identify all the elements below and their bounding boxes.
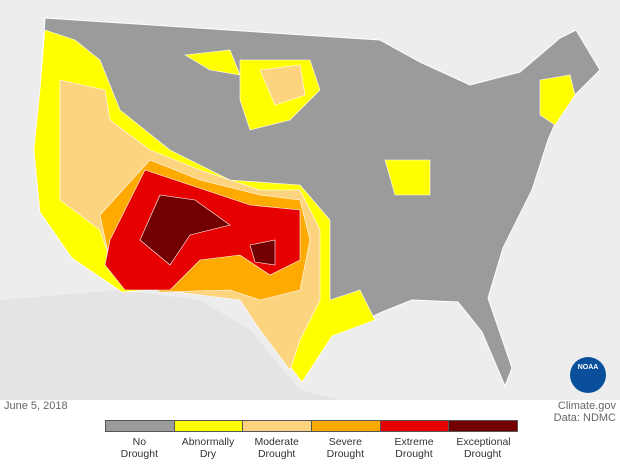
- logo-text: NOAA: [578, 364, 599, 371]
- drought-areas: [33, 29, 576, 383]
- legend-label: Abnormally Dry: [181, 436, 235, 460]
- logo-circle: [570, 357, 606, 393]
- mexico: [0, 290, 340, 400]
- legend-swatch: [311, 420, 381, 432]
- legend-swatch: [448, 420, 518, 432]
- legend-label: Moderate Drought: [254, 436, 299, 460]
- legend-swatch: [105, 420, 175, 432]
- legend-swatch: [173, 420, 244, 432]
- abnormally-dry: [384, 159, 431, 196]
- exceptional-drought: [249, 239, 276, 266]
- moderate-drought: [259, 64, 306, 106]
- exceptional-drought: [139, 194, 231, 266]
- date: June 5, 2018: [4, 400, 68, 412]
- legend: No Drought Abnormally Dry Moderate Drought…: [105, 420, 518, 464]
- legend-label: Exceptional Drought: [456, 436, 511, 460]
- legend-swatch: [379, 420, 450, 432]
- drought-map: NOAA: [0, 0, 620, 400]
- credit-data: Data: NDMC: [553, 412, 616, 424]
- legend-swatch: [242, 420, 312, 432]
- legend-label: No Drought: [120, 436, 158, 460]
- legend-label: Severe Drought: [326, 436, 364, 460]
- abnormally-dry: [539, 74, 576, 126]
- legend-label: Extreme Drought: [394, 436, 434, 460]
- credit-source: Climate.gov: [557, 400, 616, 412]
